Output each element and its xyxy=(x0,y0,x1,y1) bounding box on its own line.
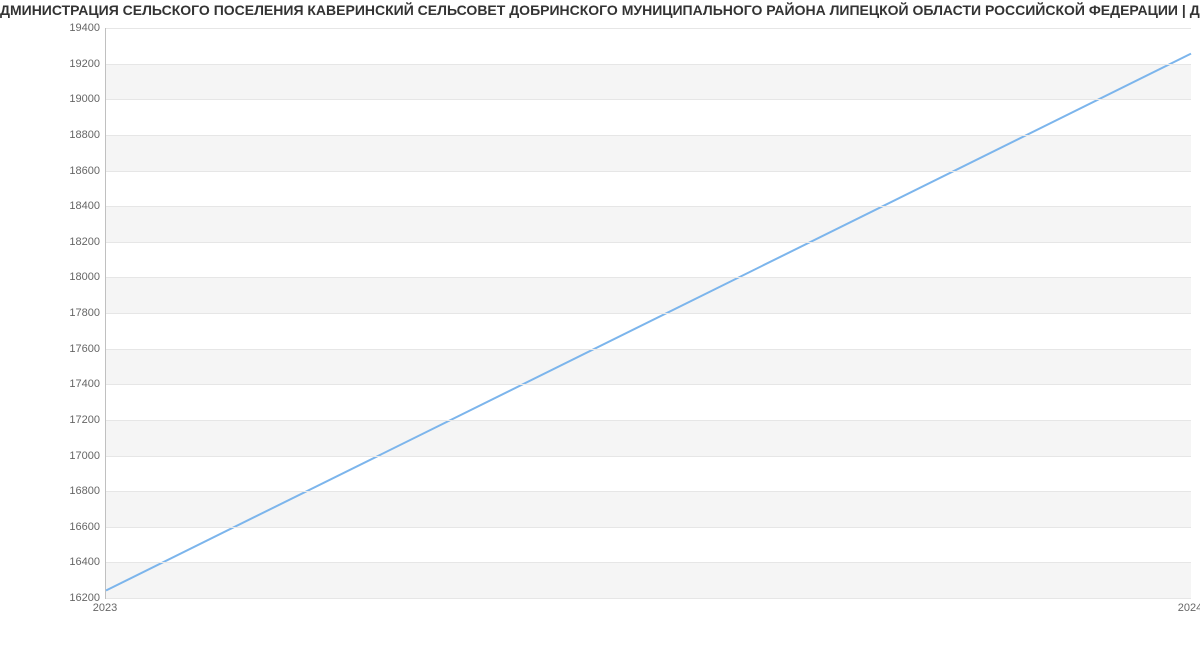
y-tick-label: 18800 xyxy=(45,129,100,141)
gridline xyxy=(106,99,1191,100)
gridline xyxy=(106,456,1191,457)
plot-area xyxy=(105,28,1191,599)
y-tick-label: 18000 xyxy=(45,271,100,283)
y-tick-label: 17000 xyxy=(45,450,100,462)
gridline xyxy=(106,562,1191,563)
y-tick-label: 17800 xyxy=(45,307,100,319)
gridline xyxy=(106,206,1191,207)
y-tick-label: 18200 xyxy=(45,236,100,248)
gridline xyxy=(106,28,1191,29)
y-tick-label: 16800 xyxy=(45,485,100,497)
gridline xyxy=(106,420,1191,421)
x-tick-label: 2024 xyxy=(1178,602,1200,614)
chart-container: ДМИНИСТРАЦИЯ СЕЛЬСКОГО ПОСЕЛЕНИЯ КАВЕРИН… xyxy=(0,0,1200,650)
y-tick-label: 16200 xyxy=(45,592,100,604)
gridline xyxy=(106,384,1191,385)
gridline xyxy=(106,349,1191,350)
gridline xyxy=(106,171,1191,172)
y-tick-label: 16600 xyxy=(45,521,100,533)
gridline xyxy=(106,242,1191,243)
gridline xyxy=(106,491,1191,492)
gridline xyxy=(106,527,1191,528)
gridline xyxy=(106,277,1191,278)
y-tick-label: 19400 xyxy=(45,22,100,34)
gridline xyxy=(106,313,1191,314)
y-tick-label: 19200 xyxy=(45,58,100,70)
gridline xyxy=(106,64,1191,65)
y-tick-label: 17200 xyxy=(45,414,100,426)
chart-title: ДМИНИСТРАЦИЯ СЕЛЬСКОГО ПОСЕЛЕНИЯ КАВЕРИН… xyxy=(0,2,1200,18)
gridline xyxy=(106,135,1191,136)
y-tick-label: 18400 xyxy=(45,200,100,212)
y-tick-label: 16400 xyxy=(45,556,100,568)
x-tick-label: 2023 xyxy=(93,602,117,614)
y-tick-label: 19000 xyxy=(45,93,100,105)
y-tick-label: 17600 xyxy=(45,343,100,355)
y-tick-label: 18600 xyxy=(45,165,100,177)
y-tick-label: 17400 xyxy=(45,378,100,390)
gridline xyxy=(106,598,1191,599)
